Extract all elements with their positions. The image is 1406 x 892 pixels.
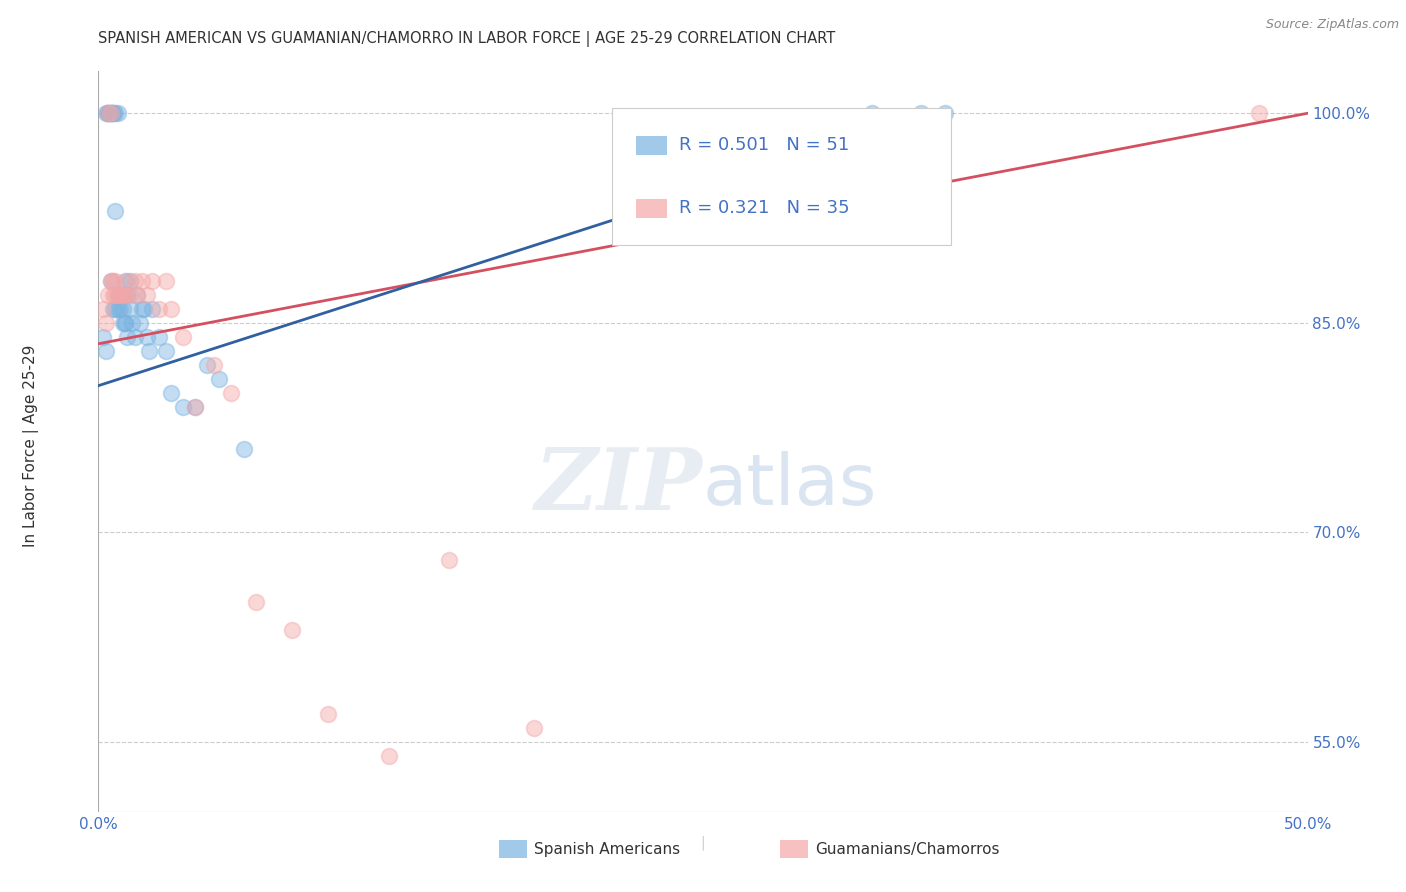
- Point: [121, 316, 143, 330]
- Point: [97, 288, 120, 302]
- Text: In Labor Force | Age 25-29: In Labor Force | Age 25-29: [22, 345, 39, 547]
- Text: Spanish Americans: Spanish Americans: [534, 842, 681, 856]
- Point: [117, 288, 139, 302]
- Text: Source: ZipAtlas.com: Source: ZipAtlas.com: [1265, 18, 1399, 31]
- Point: [101, 301, 124, 316]
- Point: [160, 385, 183, 400]
- Point: [118, 301, 141, 316]
- Point: [111, 288, 134, 302]
- Point: [127, 288, 149, 302]
- Text: Guamanians/Chamorros: Guamanians/Chamorros: [815, 842, 1000, 856]
- Point: [94, 343, 117, 358]
- Point: [100, 106, 122, 120]
- Point: [100, 106, 122, 120]
- Point: [97, 106, 120, 120]
- Point: [108, 288, 131, 302]
- Point: [100, 274, 122, 288]
- Point: [148, 330, 170, 344]
- Point: [860, 106, 883, 120]
- Point: [316, 706, 339, 721]
- FancyBboxPatch shape: [637, 136, 666, 154]
- Point: [100, 106, 122, 120]
- Point: [128, 316, 150, 330]
- Point: [135, 288, 157, 302]
- Point: [111, 316, 134, 330]
- Point: [134, 301, 156, 316]
- Point: [101, 274, 124, 288]
- Point: [114, 316, 136, 330]
- Point: [377, 748, 399, 763]
- Point: [107, 288, 129, 302]
- Point: [94, 106, 117, 120]
- Point: [245, 595, 267, 609]
- FancyBboxPatch shape: [637, 199, 666, 218]
- Point: [934, 106, 956, 120]
- Point: [204, 358, 226, 372]
- Point: [104, 274, 127, 288]
- Text: R = 0.321   N = 35: R = 0.321 N = 35: [679, 199, 849, 218]
- Point: [104, 106, 127, 120]
- Point: [100, 274, 122, 288]
- Point: [910, 106, 932, 120]
- Point: [232, 442, 254, 456]
- Point: [104, 288, 127, 302]
- Point: [114, 274, 136, 288]
- Point: [184, 400, 207, 414]
- Point: [97, 106, 120, 120]
- Point: [97, 106, 120, 120]
- Point: [91, 301, 114, 316]
- FancyBboxPatch shape: [612, 109, 950, 245]
- Point: [141, 274, 163, 288]
- Point: [124, 274, 146, 288]
- Text: SPANISH AMERICAN VS GUAMANIAN/CHAMORRO IN LABOR FORCE | AGE 25-29 CORRELATION CH: SPANISH AMERICAN VS GUAMANIAN/CHAMORRO I…: [98, 31, 835, 47]
- Point: [107, 301, 129, 316]
- Point: [118, 274, 141, 288]
- Point: [208, 372, 231, 386]
- Point: [94, 316, 117, 330]
- Point: [101, 288, 124, 302]
- Point: [131, 274, 153, 288]
- Point: [281, 623, 304, 637]
- Point: [107, 106, 129, 120]
- Point: [155, 274, 177, 288]
- Point: [131, 301, 153, 316]
- Point: [104, 204, 127, 219]
- Point: [135, 330, 157, 344]
- Point: [91, 330, 114, 344]
- Point: [124, 330, 146, 344]
- Point: [97, 106, 120, 120]
- Point: [148, 301, 170, 316]
- Point: [101, 106, 124, 120]
- Point: [1249, 106, 1271, 120]
- Point: [437, 553, 460, 567]
- Point: [221, 385, 243, 400]
- Point: [114, 316, 136, 330]
- Text: |: |: [700, 836, 706, 850]
- Point: [127, 288, 149, 302]
- Point: [111, 288, 134, 302]
- Point: [172, 330, 194, 344]
- Point: [114, 288, 136, 302]
- Point: [101, 106, 124, 120]
- Point: [104, 301, 127, 316]
- Point: [108, 301, 131, 316]
- Point: [523, 721, 546, 735]
- Point: [100, 106, 122, 120]
- Point: [141, 301, 163, 316]
- Point: [117, 274, 139, 288]
- Point: [111, 301, 134, 316]
- Text: atlas: atlas: [703, 451, 877, 520]
- Point: [160, 301, 183, 316]
- Text: ZIP: ZIP: [536, 444, 703, 528]
- Point: [172, 400, 194, 414]
- Point: [155, 343, 177, 358]
- Point: [117, 330, 139, 344]
- Text: R = 0.501   N = 51: R = 0.501 N = 51: [679, 136, 849, 154]
- Point: [195, 358, 218, 372]
- Point: [184, 400, 207, 414]
- Point: [108, 288, 131, 302]
- Point: [107, 288, 129, 302]
- Point: [118, 288, 141, 302]
- Point: [138, 343, 160, 358]
